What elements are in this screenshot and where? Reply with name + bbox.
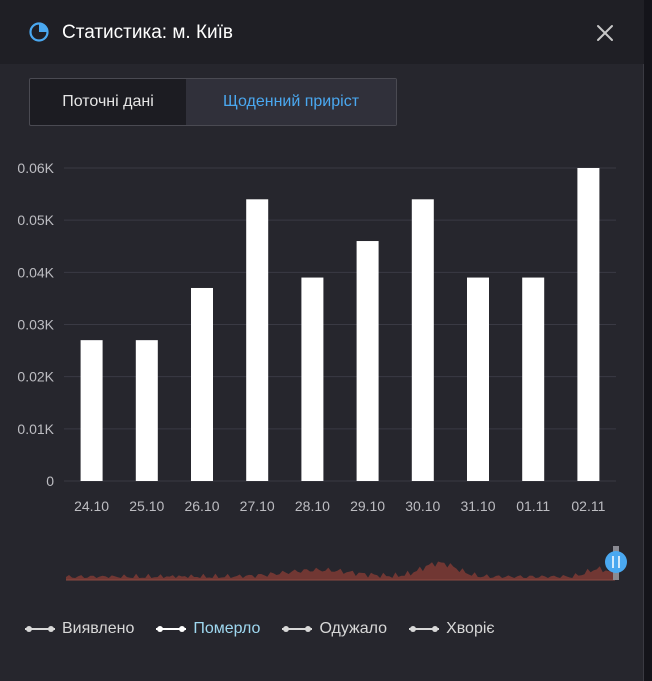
legend-item-recovered[interactable]: Одужало bbox=[282, 620, 387, 638]
x-tick-label: 31.10 bbox=[460, 498, 495, 514]
legend-label: Хворіє bbox=[446, 620, 495, 637]
bar bbox=[356, 241, 379, 481]
legend-item-detected[interactable]: Виявлено bbox=[25, 620, 134, 638]
bar bbox=[467, 277, 489, 481]
legend-item-sick[interactable]: Хворіє bbox=[409, 620, 495, 638]
pie-chart-icon bbox=[29, 22, 49, 42]
legend-line-icon bbox=[156, 626, 187, 632]
y-tick-label: 0.01K bbox=[17, 421, 54, 437]
bar bbox=[577, 168, 600, 481]
x-tick-label: 27.10 bbox=[240, 498, 275, 514]
x-tick-label: 28.10 bbox=[295, 498, 330, 514]
y-tick-label: 0.02K bbox=[17, 369, 54, 385]
x-tick-label: 29.10 bbox=[350, 498, 385, 514]
close-icon[interactable] bbox=[594, 22, 616, 44]
bar-chart: 0.06K 0.05K 0.04K 0.03K 0.02K 0.01K 0 24.10 25.1… bbox=[17, 160, 627, 581]
tab-current-data[interactable]: Поточні дані bbox=[62, 93, 154, 110]
x-tick-label: 30.10 bbox=[405, 498, 440, 514]
y-tick-label: 0.03K bbox=[17, 317, 54, 333]
y-tick-label: 0.04K bbox=[17, 264, 54, 280]
y-tick-label: 0.06K bbox=[17, 160, 54, 176]
x-tick-label: 26.10 bbox=[184, 498, 219, 514]
legend-label: Померло bbox=[193, 620, 261, 637]
navigator-handle[interactable] bbox=[605, 546, 627, 580]
bar bbox=[80, 340, 103, 481]
bar bbox=[301, 277, 324, 481]
bar bbox=[246, 199, 269, 482]
legend-label: Виявлено bbox=[62, 620, 135, 637]
bar bbox=[411, 199, 434, 482]
view-tabs: Поточні дані Щоденний приріст bbox=[29, 78, 397, 126]
title-bar: Статистика: м. Київ bbox=[0, 0, 644, 64]
navigator-area bbox=[66, 561, 615, 580]
bar bbox=[191, 287, 213, 481]
chart-legend: Виявлено Померло Одужало Хворіє bbox=[25, 618, 495, 640]
bar bbox=[135, 340, 158, 481]
page-title: Статистика: м. Київ bbox=[62, 22, 234, 43]
y-tick-label: 0 bbox=[46, 473, 54, 489]
x-tick-label: 02.11 bbox=[571, 498, 605, 514]
legend-label: Одужало bbox=[319, 620, 388, 637]
tab-daily-growth[interactable]: Щоденний приріст bbox=[186, 79, 396, 125]
legend-line-icon bbox=[282, 626, 313, 632]
legend-line-icon bbox=[409, 626, 440, 632]
y-tick-label: 0.05K bbox=[17, 212, 54, 228]
x-tick-label: 24.10 bbox=[74, 498, 109, 514]
legend-item-died[interactable]: Померло bbox=[156, 620, 260, 638]
x-tick-label: 01.11 bbox=[516, 498, 550, 514]
legend-line-icon bbox=[25, 626, 55, 632]
bar bbox=[522, 277, 545, 481]
x-tick-label: 25.10 bbox=[129, 498, 164, 514]
